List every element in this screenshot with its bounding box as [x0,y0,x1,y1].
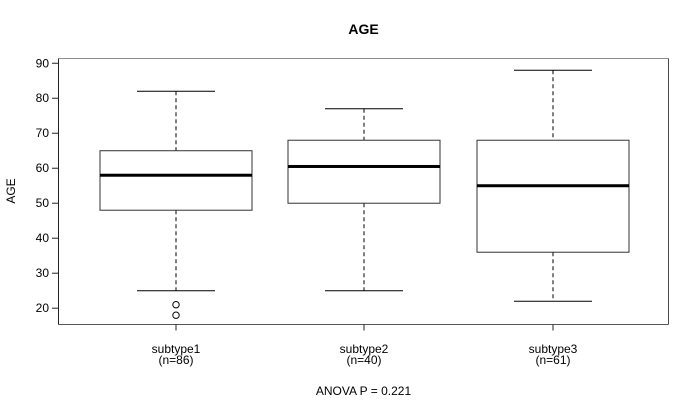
x-category-count: (n=86) [158,353,193,367]
x-category-label: subtype2 [340,342,389,356]
y-tick-label: 60 [36,161,50,175]
anova-annotation: ANOVA P = 0.221 [315,384,412,398]
x-category-count: (n=61) [535,353,570,367]
y-tick-label: 70 [36,126,50,140]
x-category-count: (n=40) [346,353,381,367]
y-tick-label: 20 [36,301,50,315]
box-iqr [99,150,253,211]
x-category-label: subtype3 [529,342,578,356]
outlier-point [172,301,180,309]
median-line [100,173,252,177]
x-category-label: subtype1 [152,342,201,356]
box-iqr [287,139,441,204]
y-tick-label: 30 [36,266,50,280]
y-axis-label: AGE [4,178,18,204]
box-iqr [476,139,630,253]
plot-area: 2030405060708090subtype1(n=86)subtype2(n… [36,56,669,367]
median-line [477,184,629,188]
y-tick-label: 80 [36,91,50,105]
y-tick-label: 90 [36,56,50,70]
y-tick-label: 40 [36,231,50,245]
median-line [288,164,440,168]
y-tick-label: 50 [36,196,50,210]
chart-title: AGE [348,21,379,37]
outlier-point [172,311,180,319]
